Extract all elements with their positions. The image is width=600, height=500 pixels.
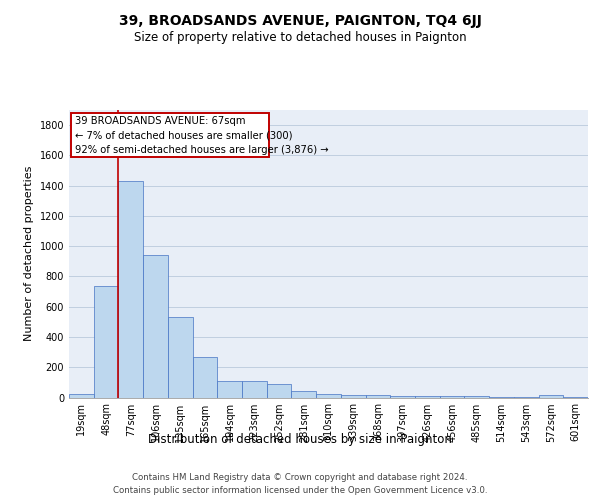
- Text: 39, BROADSANDS AVENUE, PAIGNTON, TQ4 6JJ: 39, BROADSANDS AVENUE, PAIGNTON, TQ4 6JJ: [119, 14, 481, 28]
- Bar: [440, 396, 464, 398]
- Bar: [118, 181, 143, 398]
- Bar: [168, 318, 193, 398]
- Bar: [539, 395, 563, 398]
- Bar: [464, 396, 489, 398]
- Bar: [365, 395, 390, 398]
- Bar: [292, 390, 316, 398]
- FancyBboxPatch shape: [71, 114, 269, 157]
- Bar: [489, 396, 514, 398]
- Bar: [514, 396, 539, 398]
- Text: Size of property relative to detached houses in Paignton: Size of property relative to detached ho…: [134, 31, 466, 44]
- Text: 39 BROADSANDS AVENUE: 67sqm
← 7% of detached houses are smaller (300)
92% of sem: 39 BROADSANDS AVENUE: 67sqm ← 7% of deta…: [74, 116, 328, 154]
- Bar: [415, 396, 440, 398]
- Bar: [94, 286, 118, 398]
- Text: Contains public sector information licensed under the Open Government Licence v3: Contains public sector information licen…: [113, 486, 487, 495]
- Bar: [341, 395, 365, 398]
- Bar: [316, 394, 341, 398]
- Y-axis label: Number of detached properties: Number of detached properties: [24, 166, 34, 342]
- Bar: [563, 396, 588, 398]
- Bar: [390, 396, 415, 398]
- Text: Contains HM Land Registry data © Crown copyright and database right 2024.: Contains HM Land Registry data © Crown c…: [132, 472, 468, 482]
- Text: Distribution of detached houses by size in Paignton: Distribution of detached houses by size …: [148, 432, 452, 446]
- Bar: [143, 256, 168, 398]
- Bar: [69, 394, 94, 398]
- Bar: [242, 381, 267, 398]
- Bar: [193, 356, 217, 398]
- Bar: [217, 381, 242, 398]
- Bar: [267, 384, 292, 398]
